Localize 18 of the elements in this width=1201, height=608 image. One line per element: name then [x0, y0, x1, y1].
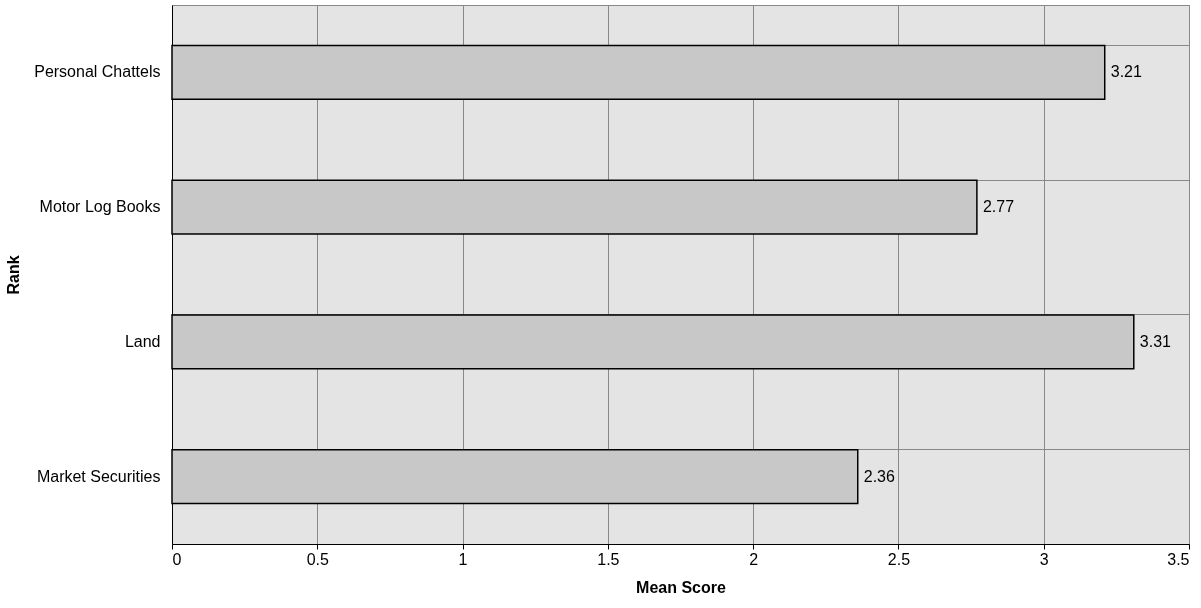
data-label: 2.77 [982, 198, 1015, 216]
x-tick-label: 2.5 [887, 550, 911, 568]
x-tick-label: 2 [749, 550, 759, 568]
x-tick-label: 0 [172, 550, 182, 568]
y-axis-title: Rank [5, 255, 23, 295]
x-axis-title: Mean Score [636, 578, 727, 596]
y-tick-label: Market Securities [36, 467, 161, 485]
x-tick-label: 3.5 [1167, 550, 1190, 568]
y-tick-label: Personal Chattels [34, 63, 161, 81]
data-label: 3.21 [1110, 63, 1142, 81]
data-label: 3.31 [1139, 332, 1172, 350]
x-tick-label: 1 [458, 550, 468, 568]
data-label: 2.36 [863, 467, 895, 485]
y-tick-label: Motor Log Books [39, 198, 161, 216]
x-tick-label: 3 [1039, 550, 1049, 568]
x-tick-label: 1.5 [597, 550, 620, 568]
x-tick-label: 0.5 [306, 550, 329, 568]
y-tick-label: Land [124, 332, 161, 350]
